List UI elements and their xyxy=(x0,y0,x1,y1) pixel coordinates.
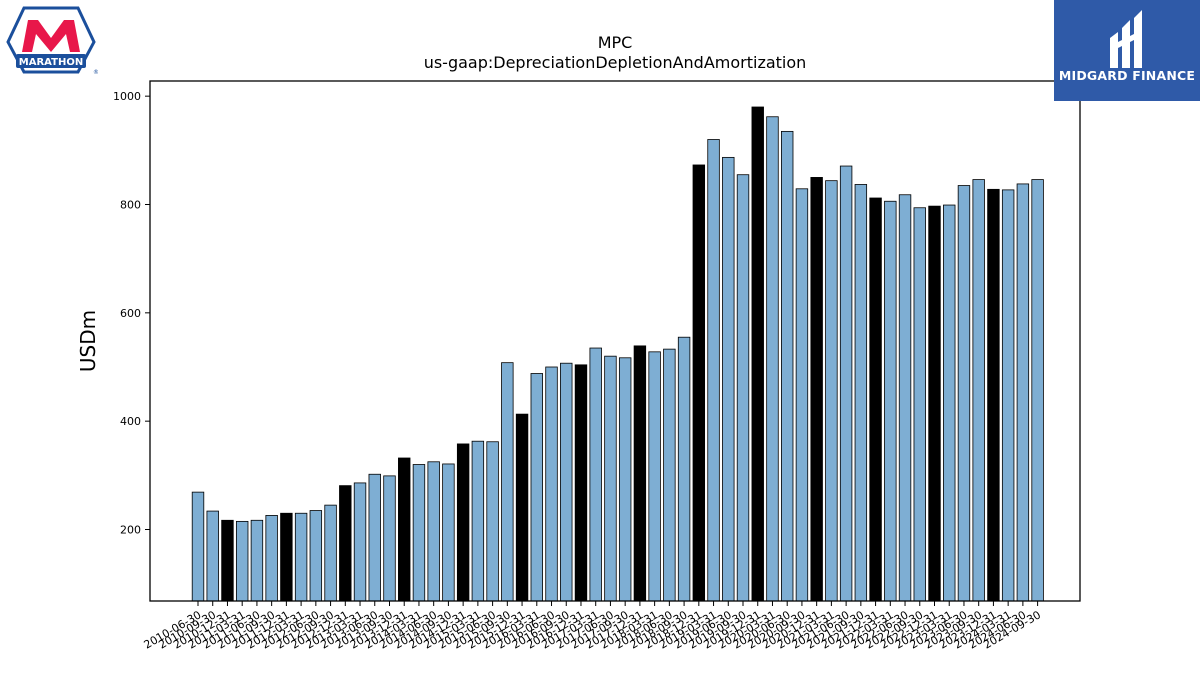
y-axis-label: USDm xyxy=(76,310,100,372)
bar-2010-12-31 xyxy=(221,519,234,602)
x-axis-ticks: 2010-06-302010-09-302010-12-312011-03-31… xyxy=(142,601,1043,652)
bar-2011-09-30 xyxy=(265,515,278,602)
bar-2016-09-30 xyxy=(560,362,573,602)
bar-2020-09-30 xyxy=(795,188,809,602)
marathon-logo: MARATHON ® xyxy=(4,6,99,76)
svg-text:®: ® xyxy=(93,69,98,76)
bar-2014-06-30 xyxy=(427,461,440,602)
bar-2013-12-31 xyxy=(398,457,411,602)
svg-text:MARATHON: MARATHON xyxy=(19,57,83,68)
bar-2019-12-31 xyxy=(751,106,764,602)
bar-2020-03-31 xyxy=(766,116,779,602)
bar-2015-03-31 xyxy=(471,440,485,602)
bar-2013-09-30 xyxy=(383,475,396,602)
y-tick-label: 200 xyxy=(120,524,141,537)
bar-2012-09-30 xyxy=(324,504,337,602)
bar-2012-03-31 xyxy=(294,512,308,602)
bar-2011-12-31 xyxy=(280,512,293,602)
bar-2023-03-31 xyxy=(943,204,956,602)
bar-2017-03-31 xyxy=(589,347,602,602)
bar-2014-03-31 xyxy=(412,464,426,602)
bar-2016-03-31 xyxy=(530,373,543,602)
bar-2018-06-30 xyxy=(663,348,676,602)
chart-title: MPC xyxy=(598,33,633,52)
bar-2021-06-30 xyxy=(839,165,853,602)
midgard-finance-logo: MIDGARD FINANCE xyxy=(1054,0,1200,101)
bar-2023-09-30 xyxy=(972,179,985,602)
bar-2012-12-31 xyxy=(339,485,352,602)
bar-2021-09-30 xyxy=(854,184,868,602)
bar-2012-06-30 xyxy=(309,510,323,602)
bar-2016-12-31 xyxy=(574,364,588,602)
bar-2018-12-31 xyxy=(692,164,706,602)
bar-2014-12-31 xyxy=(456,443,470,602)
y-axis-ticks: 200 400 600 800 1000 xyxy=(113,90,150,537)
bar-2017-09-30 xyxy=(618,357,632,602)
bar-2016-06-30 xyxy=(545,366,558,602)
bar-2010-06-30 xyxy=(191,491,205,602)
bar-2013-03-31 xyxy=(353,482,367,602)
bar-2022-06-30 xyxy=(898,194,912,602)
bar-2015-12-31 xyxy=(515,413,529,602)
bar-2024-03-31 xyxy=(1001,189,1015,602)
chart-subtitle: us-gaap:DepreciationDepletionAndAmortiza… xyxy=(424,53,807,72)
bar-2024-06-30 xyxy=(1016,183,1030,602)
bars-group xyxy=(191,106,1044,602)
bar-2021-03-31 xyxy=(825,180,838,602)
bar-2013-06-30 xyxy=(368,473,381,602)
bar-2022-03-31 xyxy=(884,200,897,602)
bar-2014-09-30 xyxy=(442,463,455,602)
bar-2023-12-31 xyxy=(987,188,1000,602)
bar-2024-09-30 xyxy=(1031,179,1044,602)
bar-2017-06-30 xyxy=(604,355,617,602)
bar-2018-03-31 xyxy=(648,351,661,602)
plot-area-frame xyxy=(149,80,1081,602)
bar-2015-09-30 xyxy=(501,362,514,602)
bar-2019-06-30 xyxy=(722,156,735,602)
bar-2011-06-30 xyxy=(250,519,264,602)
bar-2018-09-30 xyxy=(677,336,691,602)
y-tick-label: 1000 xyxy=(113,90,141,103)
bar-2019-09-30 xyxy=(736,174,750,602)
bar-2020-06-30 xyxy=(781,130,794,602)
y-tick-label: 400 xyxy=(120,415,141,428)
bar-2022-12-31 xyxy=(928,205,941,602)
bar-2020-12-31 xyxy=(810,177,823,602)
bar-2023-06-30 xyxy=(957,185,971,602)
bar-2021-12-31 xyxy=(869,197,882,602)
bar-2019-03-31 xyxy=(707,139,720,602)
bar-2017-12-31 xyxy=(633,345,647,602)
bar-2015-06-30 xyxy=(486,441,499,602)
bar-2010-09-30 xyxy=(206,510,219,602)
bar-2011-03-31 xyxy=(235,520,249,602)
y-tick-label: 600 xyxy=(120,307,141,320)
bar-2022-09-30 xyxy=(913,207,926,602)
midgard-finance-wordmark: MIDGARD FINANCE xyxy=(1058,68,1196,83)
y-tick-label: 800 xyxy=(120,199,141,212)
